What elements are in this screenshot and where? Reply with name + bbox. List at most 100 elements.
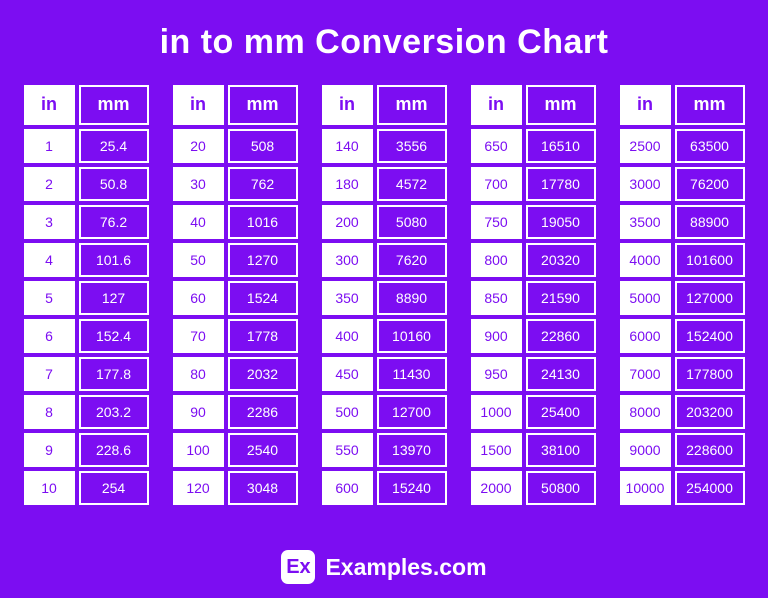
table-row: 200 5080 <box>321 204 447 239</box>
in-value-cell: 70 <box>172 318 224 353</box>
header-mm-cell: mm <box>674 84 745 125</box>
mm-value-cell: 76.2 <box>78 204 149 239</box>
table-row: 10000 254000 <box>619 470 745 505</box>
table-row: 120 3048 <box>172 470 298 505</box>
mm-value-cell: 13970 <box>376 432 447 467</box>
mm-value-cell: 19050 <box>525 204 596 239</box>
conversion-tables: in mm 1 25.4 2 50.8 3 76.2 4 101.6 5 127 6 152.4 7 177.… <box>0 81 768 509</box>
in-value-cell: 10000 <box>619 470 671 505</box>
table-row: 4 101.6 <box>23 242 149 277</box>
mm-value-cell: 127 <box>78 280 149 315</box>
mm-value-cell: 228600 <box>674 432 745 467</box>
header-in-cell: in <box>23 84 75 125</box>
mm-value-cell: 63500 <box>674 128 745 163</box>
mm-value-cell: 25.4 <box>78 128 149 163</box>
table-row: 40 1016 <box>172 204 298 239</box>
header-in-cell: in <box>321 84 373 125</box>
mm-value-cell: 17780 <box>525 166 596 201</box>
in-value-cell: 9 <box>23 432 75 467</box>
mm-value-cell: 152.4 <box>78 318 149 353</box>
header-in-cell: in <box>172 84 224 125</box>
table-row: 10 254 <box>23 470 149 505</box>
header-mm-cell: mm <box>227 84 298 125</box>
in-value-cell: 20 <box>172 128 224 163</box>
table-row: 100 2540 <box>172 432 298 467</box>
in-value-cell: 3000 <box>619 166 671 201</box>
table-row: 7 177.8 <box>23 356 149 391</box>
mm-value-cell: 15240 <box>376 470 447 505</box>
table-row: 5 127 <box>23 280 149 315</box>
table-row: 900 22860 <box>470 318 596 353</box>
mm-value-cell: 2540 <box>227 432 298 467</box>
mm-value-cell: 2286 <box>227 394 298 429</box>
mm-value-cell: 101.6 <box>78 242 149 277</box>
in-value-cell: 50 <box>172 242 224 277</box>
header-in-cell: in <box>619 84 671 125</box>
mm-value-cell: 50800 <box>525 470 596 505</box>
in-value-cell: 2000 <box>470 470 522 505</box>
table-row: 3 76.2 <box>23 204 149 239</box>
table-row: 140 3556 <box>321 128 447 163</box>
mm-value-cell: 24130 <box>525 356 596 391</box>
mm-value-cell: 7620 <box>376 242 447 277</box>
mm-value-cell: 4572 <box>376 166 447 201</box>
header-mm-cell: mm <box>78 84 149 125</box>
in-value-cell: 1000 <box>470 394 522 429</box>
table-row: 60 1524 <box>172 280 298 315</box>
header-row: in mm <box>619 84 745 125</box>
mm-value-cell: 12700 <box>376 394 447 429</box>
mm-value-cell: 5080 <box>376 204 447 239</box>
in-value-cell: 600 <box>321 470 373 505</box>
mm-value-cell: 177800 <box>674 356 745 391</box>
in-value-cell: 550 <box>321 432 373 467</box>
in-value-cell: 4 <box>23 242 75 277</box>
table-row: 650 16510 <box>470 128 596 163</box>
table-row: 7000 177800 <box>619 356 745 391</box>
in-value-cell: 3 <box>23 204 75 239</box>
table-row: 2 50.8 <box>23 166 149 201</box>
in-value-cell: 40 <box>172 204 224 239</box>
mm-value-cell: 1778 <box>227 318 298 353</box>
mm-value-cell: 25400 <box>525 394 596 429</box>
in-value-cell: 7 <box>23 356 75 391</box>
in-value-cell: 5 <box>23 280 75 315</box>
in-value-cell: 350 <box>321 280 373 315</box>
table-row: 8000 203200 <box>619 394 745 429</box>
mm-value-cell: 203200 <box>674 394 745 429</box>
page-root: { "page": { "title": "in to mm Conversio… <box>0 22 768 598</box>
conversion-table-5: in mm 2500 63500 3000 76200 3500 88900 4000 10160… <box>616 81 749 509</box>
in-value-cell: 200 <box>321 204 373 239</box>
in-value-cell: 10 <box>23 470 75 505</box>
in-value-cell: 750 <box>470 204 522 239</box>
table-row: 5000 127000 <box>619 280 745 315</box>
table-row: 750 19050 <box>470 204 596 239</box>
table-row: 800 20320 <box>470 242 596 277</box>
table-row: 1000 25400 <box>470 394 596 429</box>
in-value-cell: 100 <box>172 432 224 467</box>
in-value-cell: 30 <box>172 166 224 201</box>
mm-value-cell: 152400 <box>674 318 745 353</box>
table-row: 2000 50800 <box>470 470 596 505</box>
conversion-table-2: in mm 20 508 30 762 40 1016 50 1270 60 1524 70 1778 80… <box>169 81 302 509</box>
in-value-cell: 1500 <box>470 432 522 467</box>
in-value-cell: 800 <box>470 242 522 277</box>
table-row: 850 21590 <box>470 280 596 315</box>
mm-value-cell: 101600 <box>674 242 745 277</box>
in-value-cell: 300 <box>321 242 373 277</box>
table-row: 50 1270 <box>172 242 298 277</box>
in-value-cell: 120 <box>172 470 224 505</box>
table-row: 90 2286 <box>172 394 298 429</box>
in-value-cell: 80 <box>172 356 224 391</box>
mm-value-cell: 1270 <box>227 242 298 277</box>
table-row: 9 228.6 <box>23 432 149 467</box>
mm-value-cell: 203.2 <box>78 394 149 429</box>
mm-value-cell: 20320 <box>525 242 596 277</box>
table-row: 2500 63500 <box>619 128 745 163</box>
mm-value-cell: 38100 <box>525 432 596 467</box>
in-value-cell: 950 <box>470 356 522 391</box>
in-value-cell: 60 <box>172 280 224 315</box>
in-value-cell: 8000 <box>619 394 671 429</box>
mm-value-cell: 88900 <box>674 204 745 239</box>
in-value-cell: 900 <box>470 318 522 353</box>
in-value-cell: 90 <box>172 394 224 429</box>
